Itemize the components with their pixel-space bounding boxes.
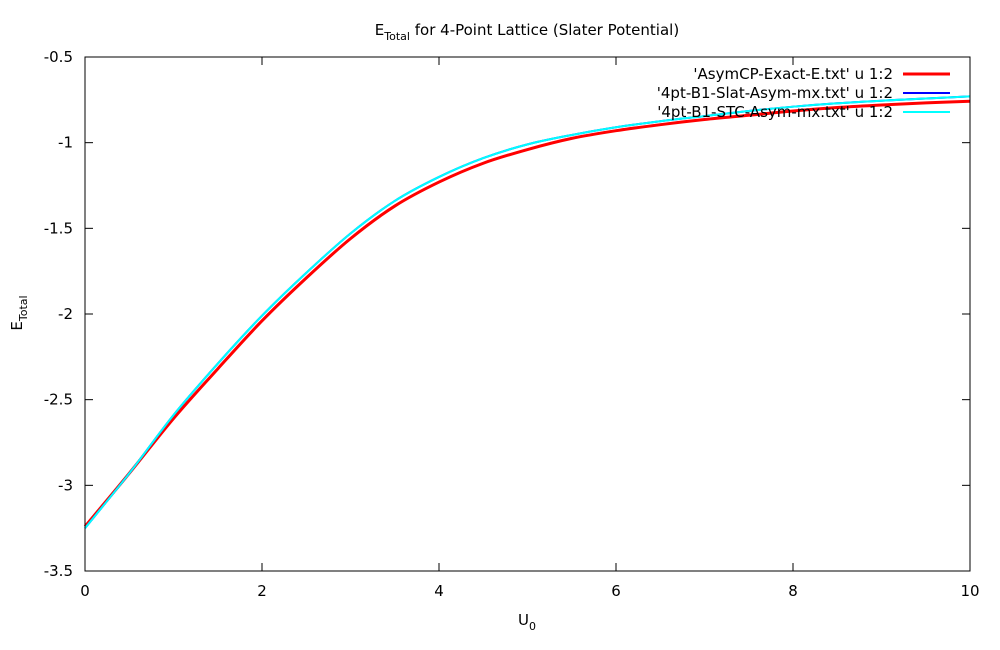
legend-label-1: '4pt-B1-Slat-Asym-mx.txt' u 1:2: [657, 84, 893, 102]
x-tick-label: 4: [434, 582, 444, 600]
y-tick-label: -2: [58, 305, 73, 323]
plot-frame: [84, 56, 971, 572]
x-tick-label: 10: [960, 582, 979, 600]
series-line-0: [83, 99, 971, 528]
title-main: E: [375, 21, 384, 39]
x-tick-label: 6: [611, 582, 621, 600]
ylabel-sub: Total: [17, 295, 30, 322]
y-tick-label: -3: [58, 476, 73, 494]
y-tick-label: -0.5: [44, 48, 73, 66]
xlabel-main: U: [518, 611, 529, 629]
legend-label-0: 'AsymCP-Exact-E.txt' u 1:2: [693, 65, 893, 83]
data-series: [83, 95, 971, 529]
legend-label-2: '4pt-B1-STC-Asym-mx.txt' u 1:2: [657, 103, 893, 121]
y-tick-label: -1: [58, 134, 73, 152]
y-tick-label: -1.5: [44, 219, 73, 237]
svg-text:ETotal for 4-Point Lattice (Sl: ETotal for 4-Point Lattice (Slater Poten…: [375, 21, 679, 43]
x-axis-label: U0: [518, 611, 536, 633]
series-line-2: [84, 95, 971, 529]
x-tick-label: 0: [80, 582, 90, 600]
y-axis-label: ETotal: [8, 295, 30, 330]
x-tick-label: 2: [257, 582, 267, 600]
title-rest: for 4-Point Lattice (Slater Potential): [410, 21, 679, 39]
svg-text:ETotal: ETotal: [8, 295, 30, 330]
xlabel-sub: 0: [529, 620, 536, 633]
ylabel-main: E: [8, 321, 26, 330]
legend: 'AsymCP-Exact-E.txt' u 1:2'4pt-B1-Slat-A…: [657, 65, 950, 121]
title-sub: Total: [383, 30, 410, 43]
svg-text:U0: U0: [518, 611, 536, 633]
x-tick-label: 8: [788, 582, 798, 600]
series-line-1: [84, 95, 971, 529]
axis-ticks: 0 2 4 6 8 10 -3.5 -3 -2.5 -2 -1.5 -1 -0.5: [44, 48, 980, 600]
y-tick-label: -2.5: [44, 391, 73, 409]
y-tick-label: -3.5: [44, 562, 73, 580]
chart-title: ETotal for 4-Point Lattice (Slater Poten…: [375, 21, 679, 43]
